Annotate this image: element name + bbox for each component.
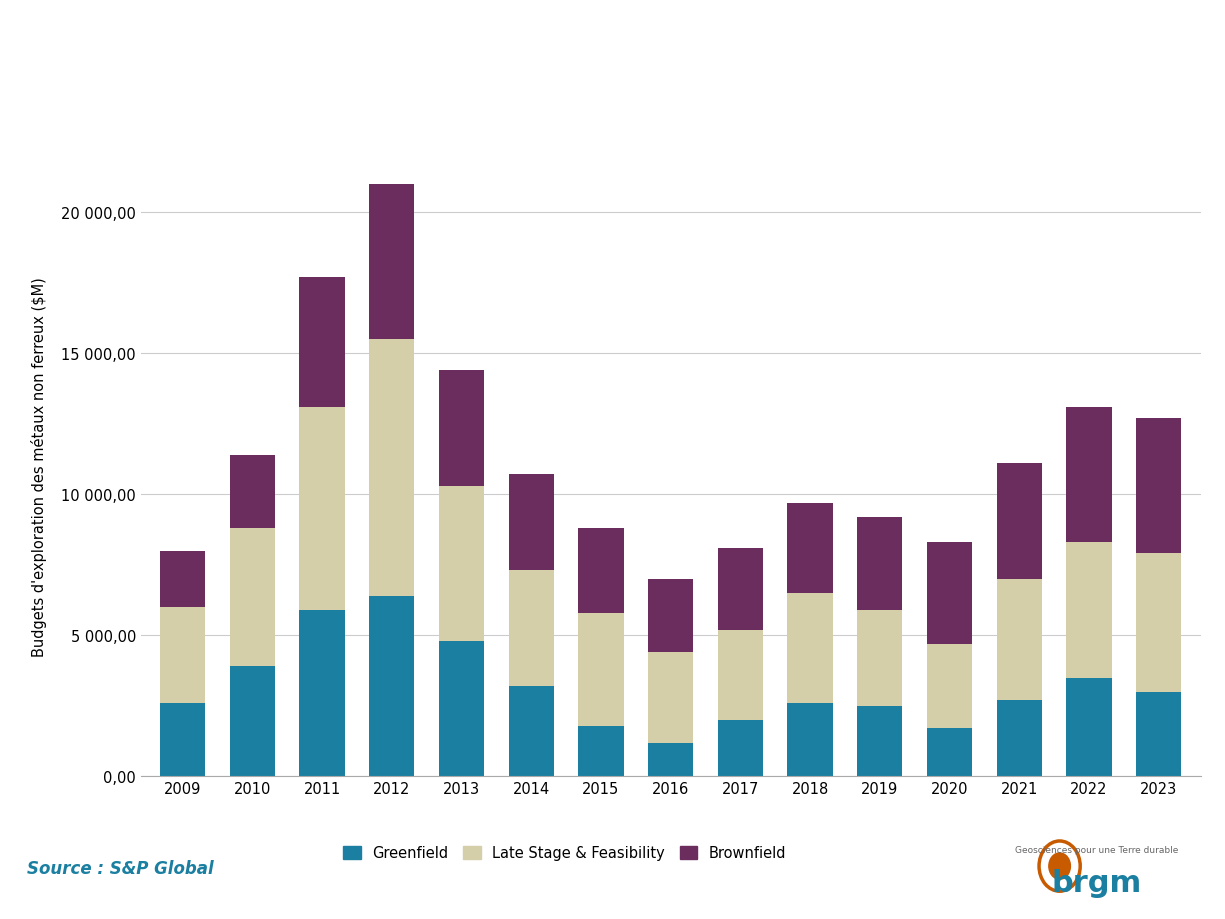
Legend: Greenfield, Late Stage & Feasibility, Brownfield: Greenfield, Late Stage & Feasibility, Br… xyxy=(337,840,793,867)
Bar xyxy=(927,729,973,777)
Bar xyxy=(1066,542,1111,678)
Bar xyxy=(1136,692,1181,777)
Bar xyxy=(439,370,484,486)
Text: Évolution des budgets pour les différents stades d'exporation: Évolution des budgets pour les différent… xyxy=(27,38,875,65)
Bar xyxy=(578,528,624,613)
Circle shape xyxy=(1049,853,1071,879)
Y-axis label: Budgets d'exploration des métaux non ferreux ($M): Budgets d'exploration des métaux non fer… xyxy=(32,277,48,656)
Bar xyxy=(1136,554,1181,692)
Bar xyxy=(648,579,693,652)
Bar xyxy=(788,594,833,703)
Bar xyxy=(648,652,693,743)
Bar xyxy=(160,607,206,703)
Bar xyxy=(858,706,903,777)
Bar xyxy=(160,703,206,777)
Bar xyxy=(718,548,763,630)
Bar xyxy=(369,596,414,777)
Bar xyxy=(858,610,903,706)
Bar xyxy=(369,185,414,339)
Bar xyxy=(927,644,973,729)
Bar xyxy=(508,571,554,686)
Bar xyxy=(718,630,763,720)
Bar xyxy=(508,475,554,571)
Text: Source : S&P Global: Source : S&P Global xyxy=(27,859,213,878)
Bar xyxy=(230,666,276,777)
Bar xyxy=(648,743,693,777)
Text: brgm: brgm xyxy=(1051,868,1142,897)
Bar xyxy=(578,726,624,777)
Bar xyxy=(299,278,344,407)
Bar xyxy=(1066,407,1111,542)
Bar xyxy=(160,551,206,607)
Bar xyxy=(369,339,414,596)
Bar xyxy=(718,720,763,777)
Text: Geosciences pour une Terre durable: Geosciences pour une Terre durable xyxy=(1014,845,1178,855)
Bar xyxy=(788,703,833,777)
Bar xyxy=(439,486,484,641)
Bar xyxy=(927,542,973,644)
Bar xyxy=(858,517,903,610)
Bar xyxy=(299,407,344,610)
Bar xyxy=(788,503,833,594)
Bar xyxy=(439,641,484,777)
Text: pour toutes les substances confondues: pour toutes les substances confondues xyxy=(27,91,562,115)
Bar xyxy=(578,613,624,726)
Bar xyxy=(299,610,344,777)
Bar xyxy=(997,463,1042,579)
Bar xyxy=(230,455,276,528)
Bar xyxy=(1136,418,1181,554)
Bar xyxy=(997,579,1042,700)
Bar xyxy=(1066,678,1111,777)
Bar xyxy=(997,700,1042,777)
Bar xyxy=(230,528,276,666)
Bar xyxy=(508,686,554,777)
